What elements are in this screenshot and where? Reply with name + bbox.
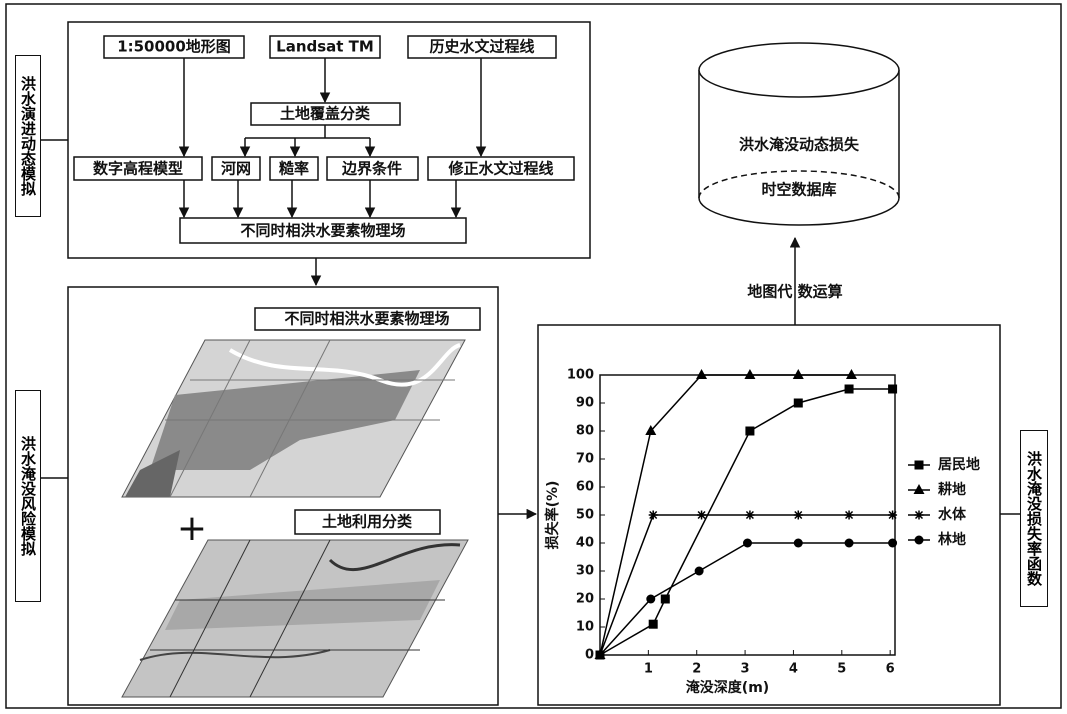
x-axis-label: 淹没深度(m): [686, 679, 769, 696]
param-label: 边界条件: [341, 160, 402, 178]
data-point: [845, 369, 857, 379]
data-point: [793, 398, 803, 408]
y-tick-label: 50: [576, 508, 594, 523]
x-tick-label: 4: [789, 662, 798, 677]
y-tick-label: 90: [576, 396, 594, 411]
landuse-box: [294, 509, 441, 535]
legend-label: 居民地: [938, 456, 980, 473]
field-label: 不同时相洪水要素物理场: [284, 310, 449, 328]
param-label: 糙率: [279, 160, 309, 178]
y-tick-label: 30: [576, 564, 594, 579]
data-point: [696, 369, 708, 379]
y-tick-label: 20: [576, 592, 594, 607]
data-point: [694, 566, 704, 576]
arrows: [178, 58, 801, 520]
legend-label: 林地: [938, 531, 966, 548]
data-point: [697, 510, 707, 520]
landuse-map: [121, 539, 469, 698]
data-point: [745, 426, 755, 436]
y-tick-label: 40: [576, 536, 594, 551]
legend-marker: [914, 510, 924, 520]
param-box: [427, 156, 575, 181]
output-label: 不同时相洪水要素物理场: [240, 222, 405, 240]
data-point: [793, 538, 803, 548]
data-point: [648, 510, 658, 520]
loss-chart: 0 10 20 30 40 50 60 70 80 90 100 1 2 3 4 5 6 淹没深度(m) 损失率(%…: [544, 368, 980, 697]
data-point: [844, 510, 854, 520]
data-point: [888, 510, 898, 520]
y-tick-label: 70: [576, 452, 594, 467]
y-tick-label: 0: [585, 648, 594, 663]
operation-label: 地图代 数运算: [747, 283, 842, 301]
data-point: [648, 619, 658, 629]
side-label: 洪水演进动态模拟: [15, 55, 41, 217]
x-tick-label: 1: [644, 662, 653, 677]
input-box: [407, 35, 557, 59]
x-tick-label: 6: [886, 662, 895, 677]
param-label: 修正水文过程线: [447, 160, 553, 178]
y-tick-label: 100: [567, 368, 594, 383]
y-tick-label: 60: [576, 480, 594, 495]
database-cylinder: [698, 42, 900, 226]
x-tick-label: 3: [741, 662, 750, 677]
input-label: Landsat TM: [276, 38, 374, 56]
database-label: 时空数据库: [761, 181, 836, 199]
data-point: [888, 384, 898, 394]
series-line: [599, 374, 852, 656]
param-label: 河网: [221, 160, 251, 178]
data-point: [745, 510, 755, 520]
data-point: [744, 369, 756, 379]
legend-marker: [913, 484, 925, 494]
class-label: 土地覆盖分类: [280, 105, 371, 123]
param-box: [211, 156, 261, 181]
input-label: 历史水文过程线: [429, 38, 534, 56]
flood-map: [121, 339, 466, 498]
param-box: [73, 156, 203, 181]
x-tick-label: 2: [692, 662, 701, 677]
side-label: 洪水淹没风险模拟: [15, 390, 41, 602]
y-axis-label: 损失率(%): [544, 481, 561, 550]
data-point: [844, 538, 854, 548]
landuse-label: 土地利用分类: [322, 513, 413, 531]
data-point: [888, 538, 898, 548]
plus-sign: +: [177, 508, 207, 549]
data-point: [595, 650, 605, 660]
data-point: [660, 594, 670, 604]
legend-label: 耕地: [938, 481, 966, 498]
field-box: [254, 307, 481, 331]
x-tick-label: 5: [837, 662, 846, 677]
data-point: [792, 369, 804, 379]
input-label: 1:50000地形图: [117, 38, 231, 56]
data-point: [844, 384, 854, 394]
y-tick-label: 10: [576, 620, 594, 635]
database-label: 洪水淹没动态损失: [739, 136, 860, 154]
legend-marker: [914, 535, 924, 545]
legend-marker: [914, 460, 924, 470]
side-label: 洪水淹没损失率函数: [1020, 430, 1048, 607]
data-point: [793, 510, 803, 520]
output-box: [179, 217, 467, 244]
input-box: [103, 35, 245, 59]
param-label: 数字高程模型: [93, 160, 183, 178]
data-point: [743, 538, 752, 548]
data-point: [646, 594, 656, 604]
legend-label: 水体: [938, 506, 967, 523]
data-point: [645, 425, 657, 435]
y-tick-label: 80: [576, 424, 594, 439]
